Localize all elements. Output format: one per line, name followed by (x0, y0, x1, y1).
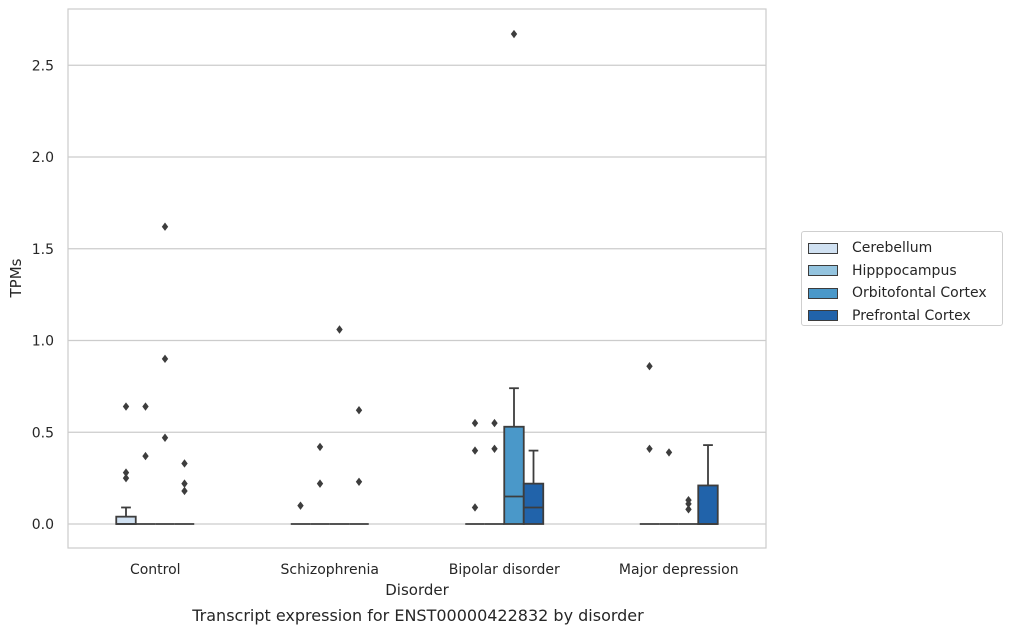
box-group (115, 402, 137, 525)
x-tick-label: Major depression (619, 562, 739, 578)
y-tick-label: 1.5 (32, 242, 54, 258)
legend-label: Prefrontal Cortex (852, 307, 971, 324)
outlier-point (471, 446, 479, 455)
box-group (155, 222, 175, 525)
legend-label: Orbitofontal Cortex (852, 285, 987, 302)
outlier-point (646, 444, 653, 453)
legend: Cerebellum Hipppocampus Orbitofontal Corte… (801, 231, 1003, 326)
gridlines (68, 64, 766, 525)
box-group (503, 29, 525, 525)
outlier-point (122, 468, 130, 477)
box-group (135, 402, 156, 525)
legend-swatch (808, 310, 838, 322)
boxes (115, 29, 719, 525)
legend-swatch (808, 287, 838, 299)
outlier-point (646, 361, 653, 371)
box-group (522, 449, 545, 525)
outlier-point (336, 325, 343, 334)
y-tick-label: 0.5 (32, 425, 54, 441)
legend-label: Hipppocampus (852, 262, 957, 279)
box-group (349, 406, 369, 525)
box-group (310, 442, 330, 525)
box-group (329, 325, 350, 525)
y-axis-label: TPMs (7, 258, 25, 298)
x-axis-label: Disorder (385, 581, 449, 599)
outlier-point (142, 451, 149, 461)
x-tick-label: Control (130, 562, 181, 578)
box-group (484, 418, 505, 525)
outlier-point (181, 479, 188, 488)
legend-item: Prefrontal Cortex (808, 305, 1002, 328)
outlier-point (142, 402, 149, 411)
outlier-point (471, 418, 479, 428)
outlier-point (355, 477, 363, 486)
outlier-point (355, 406, 363, 415)
outlier-point (297, 501, 304, 510)
x-tick-label: Bipolar disorder (449, 562, 560, 578)
chart-title: Transcript expression for ENST0000042283… (192, 606, 644, 625)
x-tick-labels: Control Schizophrenia Bipolar disorder Majo… (130, 562, 739, 578)
outlier-point (181, 459, 188, 468)
plot-area-frame (67, 8, 767, 549)
outlier-point (685, 505, 692, 514)
legend-swatch (808, 242, 838, 254)
y-tick-label: 2.5 (32, 58, 54, 74)
box-group (678, 495, 699, 525)
outlier-point (161, 354, 169, 364)
box (115, 515, 137, 525)
box-group (465, 418, 485, 525)
legend-label: Cerebellum (852, 240, 933, 257)
y-tick-label: 2.0 (32, 150, 54, 166)
outlier-point (122, 402, 130, 411)
legend-item: Hipppocampus (808, 260, 1002, 283)
outlier-point (471, 503, 479, 512)
y-tick-label: 0.0 (32, 517, 54, 533)
box-group (697, 444, 719, 525)
legend-item: Orbitofontal Cortex (808, 282, 1002, 305)
outlier-point (161, 433, 169, 442)
outlier-point (316, 442, 324, 452)
box-group (174, 459, 195, 525)
outlier-point (181, 486, 188, 496)
outlier-point (491, 418, 498, 428)
y-tick-label: 1.0 (32, 334, 54, 350)
outlier-point (510, 29, 518, 39)
outlier-point (685, 499, 692, 509)
x-tick-label: Schizophrenia (281, 562, 379, 578)
box-group (639, 361, 660, 525)
outlier-point (122, 473, 130, 483)
y-tick-labels: 0.0 0.5 1.0 1.5 2.0 2.5 (32, 58, 54, 533)
box (697, 484, 719, 525)
box (503, 425, 525, 525)
legend-item: Cerebellum (808, 237, 1002, 260)
outlier-point (491, 444, 498, 453)
box-group (659, 448, 679, 525)
outlier-point (316, 479, 324, 488)
outlier-point (665, 448, 673, 457)
box (522, 482, 545, 525)
outlier-point (161, 222, 169, 231)
box-group (290, 501, 311, 525)
legend-swatch (808, 265, 838, 277)
